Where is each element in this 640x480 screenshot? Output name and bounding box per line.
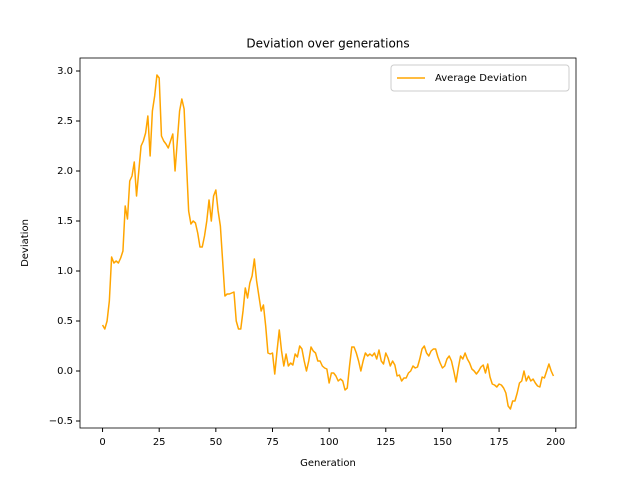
x-tick-label: 125 bbox=[376, 437, 395, 448]
y-tick-label: 2.5 bbox=[57, 116, 73, 127]
data-line bbox=[101, 74, 555, 410]
legend-box bbox=[390, 64, 570, 92]
y-tick-label: 1.0 bbox=[57, 266, 73, 277]
chart-title: Deviation over generations bbox=[246, 37, 409, 51]
x-tick-label: 175 bbox=[490, 437, 509, 448]
y-tick-label: 3.0 bbox=[57, 66, 73, 77]
y-tick-label: −0.5 bbox=[49, 416, 73, 427]
legend: Average Deviation bbox=[390, 64, 570, 92]
y-tick-label: 1.5 bbox=[57, 216, 73, 227]
x-tick-label: 25 bbox=[153, 437, 166, 448]
x-tick-label: 75 bbox=[266, 437, 279, 448]
x-tick-label: 150 bbox=[433, 437, 452, 448]
x-axis-label: Generation bbox=[300, 458, 356, 469]
x-tick-label: 0 bbox=[99, 437, 105, 448]
plot-frame bbox=[79, 57, 577, 429]
legend-label: Average Deviation bbox=[435, 73, 527, 84]
y-tick-label: 0.5 bbox=[57, 316, 73, 327]
x-tick-label: 200 bbox=[546, 437, 565, 448]
x-tick-label: 50 bbox=[209, 437, 222, 448]
y-tick-label: 0.0 bbox=[57, 366, 73, 377]
x-tick-label: 100 bbox=[320, 437, 339, 448]
y-axis-label: Deviation bbox=[20, 219, 31, 267]
y-tick-label: 2.0 bbox=[57, 166, 73, 177]
